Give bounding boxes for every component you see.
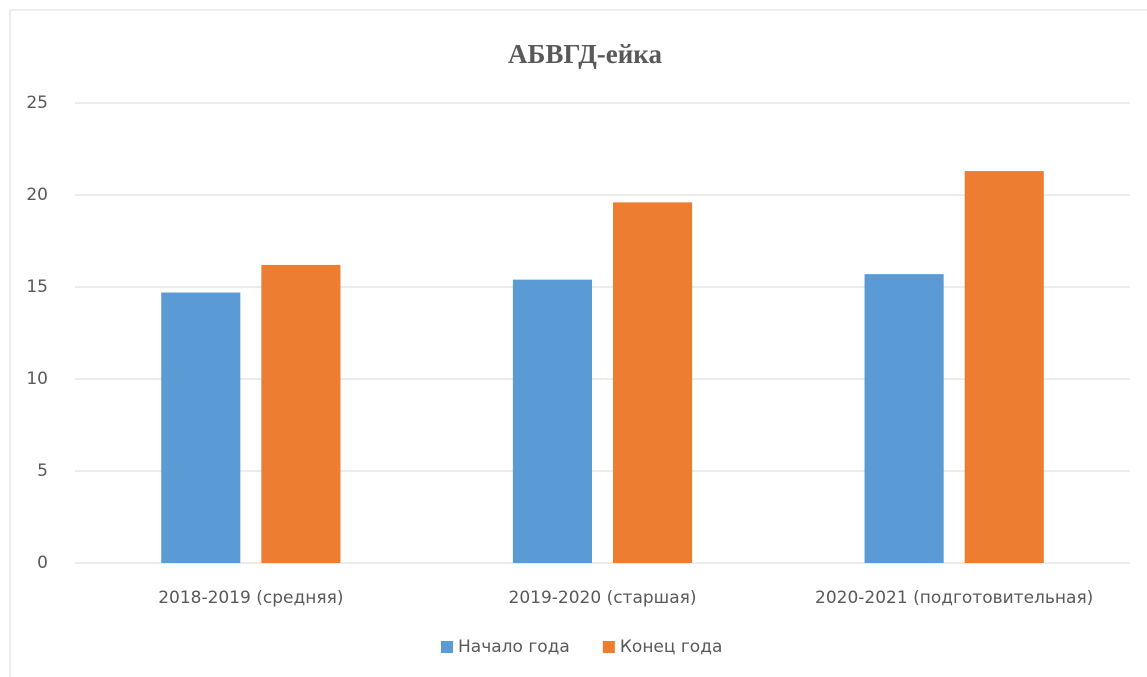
legend-swatch [602,641,615,653]
legend-swatch [441,641,453,653]
bar [964,171,1044,563]
x-tick-label: 2020-2021 (подготовительная) [815,588,1093,608]
y-tick-label: 20 [26,185,48,205]
x-tick-label: 2018-2019 (средняя) [158,588,343,608]
legend-label: Начало года [458,637,570,657]
y-tick-label: 5 [37,461,48,481]
bar [261,264,341,563]
y-tick-label: 25 [26,93,48,113]
bar [613,202,693,564]
bar [161,292,241,563]
x-tick-label: 2019-2020 (старшая) [509,588,697,608]
y-tick-label: 10 [26,369,48,389]
chart-title: АБВГД-ейка [508,39,662,69]
legend-label: Конец года [620,637,723,657]
y-tick-label: 0 [37,553,48,573]
bar [512,279,592,563]
y-tick-label: 15 [26,277,48,297]
bar [864,274,944,563]
